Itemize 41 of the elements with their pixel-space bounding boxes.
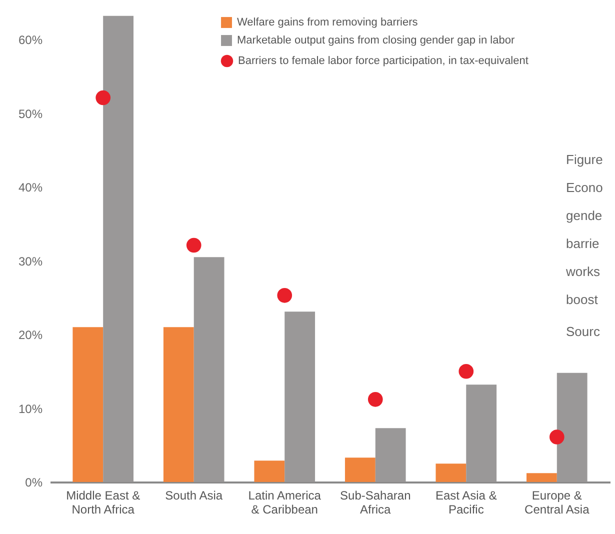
point (458, 364, 474, 379)
bar (163, 327, 194, 482)
x-tick-label: South Asia (165, 488, 223, 502)
x-tick-label: Europe & Central Asia (524, 488, 590, 516)
y-tick-label: 10% (18, 402, 43, 416)
bar (466, 384, 497, 482)
point (549, 430, 564, 444)
bar (344, 458, 376, 482)
legend-label: Barriers to female labor force participation, in tax-equivalent (238, 55, 528, 67)
annotation: gende (566, 208, 602, 223)
x-tick-label: Latin America & Caribbean (248, 488, 322, 516)
bar (526, 473, 557, 482)
bar (436, 464, 466, 482)
legend-label: Marketable output gains from closing gender gap in labor (237, 34, 515, 46)
annotation: Econo (566, 180, 603, 195)
y-tick-label: 60% (18, 33, 43, 47)
annotation: Figure (566, 152, 603, 167)
bar (254, 460, 285, 482)
annotation: boost (566, 292, 598, 307)
legend-label: Welfare gains from removing barriers (237, 16, 418, 28)
bar (284, 312, 316, 482)
annotation: works (565, 264, 600, 279)
y-tick-label: 20% (18, 328, 43, 342)
point (96, 90, 111, 106)
annotation: Sourc (566, 324, 600, 339)
bar (72, 327, 104, 482)
x-tick-label: East Asia & Pacific (435, 488, 497, 516)
x-tick-label: Sub-Saharan Africa (340, 488, 411, 516)
y-tick-label: 30% (18, 254, 43, 268)
bar (556, 372, 588, 482)
x-tick-label: Middle East & North Africa (66, 488, 140, 516)
bar (375, 428, 406, 482)
y-tick-label: 50% (18, 106, 43, 121)
annotation: barrie (566, 236, 600, 251)
bar (103, 16, 134, 482)
y-tick-label: 0% (25, 476, 43, 490)
y-tick-label: 40% (18, 180, 43, 194)
point (368, 392, 383, 407)
bar (194, 257, 224, 482)
point (186, 238, 202, 253)
point (277, 288, 292, 303)
